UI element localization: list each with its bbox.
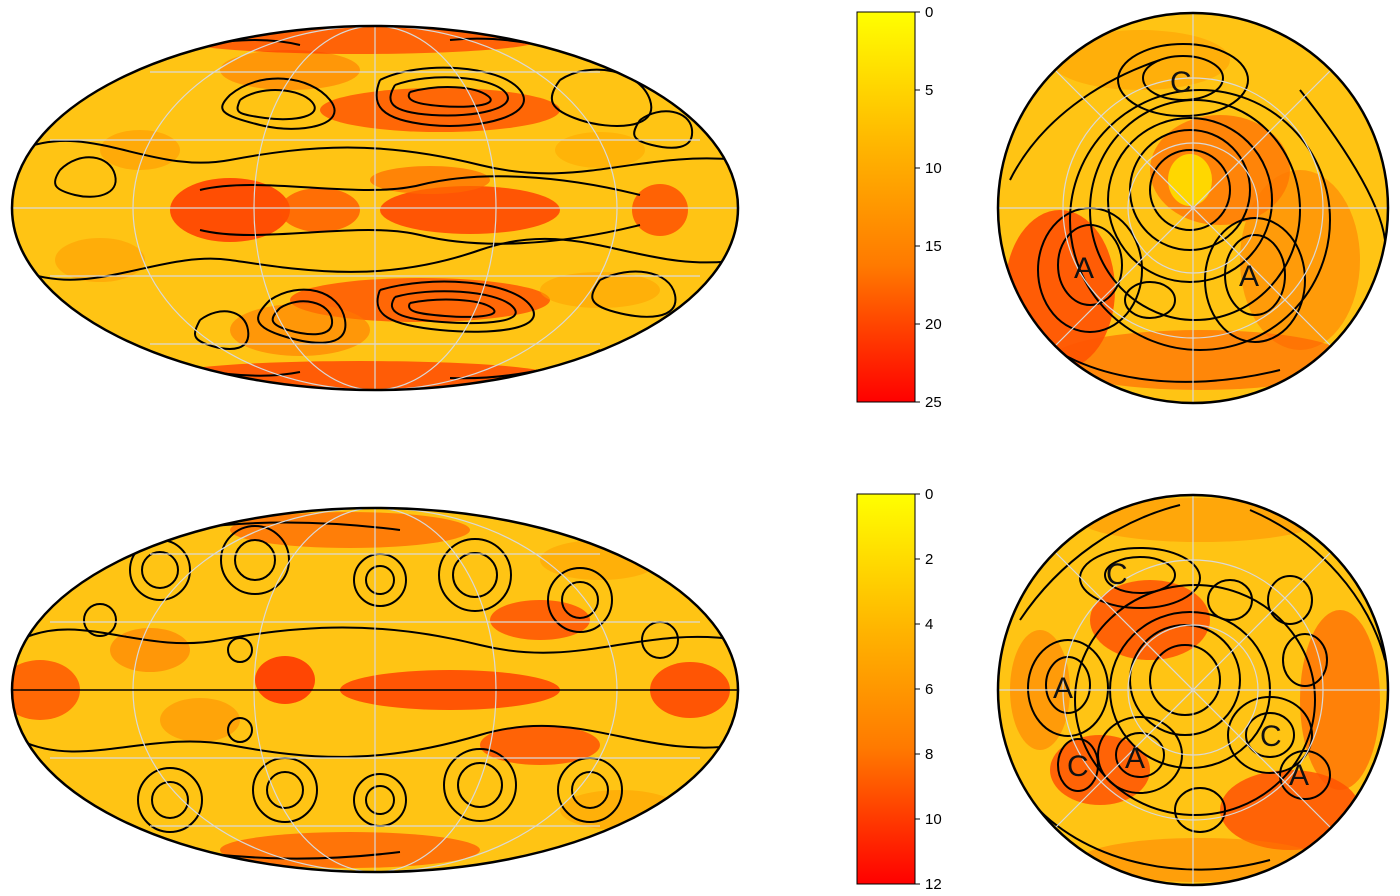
heat-field-top xyxy=(12,26,738,390)
colorbar-bottom-ticks: 0 2 4 6 8 10 12 xyxy=(915,486,942,893)
colorbar-tick-label: 12 xyxy=(925,876,942,893)
colorbar-tick-label: 10 xyxy=(925,160,942,177)
polar-map-bottom: C A C A C A xyxy=(996,493,1390,887)
colorbar-top-gradient xyxy=(856,11,916,403)
colorbar-top-ticks: 0 5 10 15 20 25 xyxy=(915,4,942,411)
colorbar-top: 0 5 10 15 20 25 xyxy=(856,4,942,411)
colorbar-bottom-gradient xyxy=(856,493,916,885)
polar-label-c-bottom-top: C xyxy=(1106,558,1128,591)
polar-graticule-top xyxy=(998,13,1388,403)
colorbar-tick-label: 6 xyxy=(925,681,933,698)
colorbar-tick-label: 20 xyxy=(925,316,942,333)
polar-heat-field-top xyxy=(998,13,1388,403)
map-border-bottom xyxy=(10,506,740,874)
polar-map-top: C A A xyxy=(996,11,1390,405)
polar-label-c-bottom-left: C xyxy=(1067,750,1089,783)
colorbar-bottom: 0 2 4 6 8 10 12 xyxy=(856,486,942,893)
polar-label-c-bottom-right: C xyxy=(1260,720,1282,753)
polar-contours-bottom xyxy=(1019,504,1386,871)
mollweide-map-top xyxy=(10,24,740,392)
colorbar-tick-label: 25 xyxy=(925,394,942,411)
polar-label-a-bottom-center: A xyxy=(1125,742,1145,775)
colorbar-tick-label: 0 xyxy=(925,486,933,503)
colorbar-tick-label: 8 xyxy=(925,746,933,763)
map-border-top xyxy=(10,24,740,392)
colorbar-tick-label: 10 xyxy=(925,811,942,828)
contours-top xyxy=(19,37,738,380)
colorbar-tick-label: 4 xyxy=(925,616,933,633)
colorbar-tick-label: 0 xyxy=(925,4,933,21)
polar-label-c-top: C xyxy=(1170,66,1192,99)
colorbar-tick-label: 2 xyxy=(925,551,933,568)
graticule-top xyxy=(12,26,738,390)
polar-label-a-bottom-left: A xyxy=(1053,672,1073,705)
polar-graticule-bottom xyxy=(998,495,1388,885)
polar-heat-field-bottom xyxy=(998,495,1388,885)
polar-label-a-top-left: A xyxy=(1074,252,1094,285)
heat-field-bottom xyxy=(12,508,738,872)
colorbar-tick-label: 15 xyxy=(925,238,942,255)
colorbar-tick-label: 5 xyxy=(925,82,933,99)
mollweide-map-bottom xyxy=(10,506,740,874)
polar-border-bottom xyxy=(996,493,1390,887)
polar-border-top xyxy=(996,11,1390,405)
polar-label-a-bottom-right: A xyxy=(1289,759,1309,792)
polar-label-a-top-right: A xyxy=(1239,260,1259,293)
